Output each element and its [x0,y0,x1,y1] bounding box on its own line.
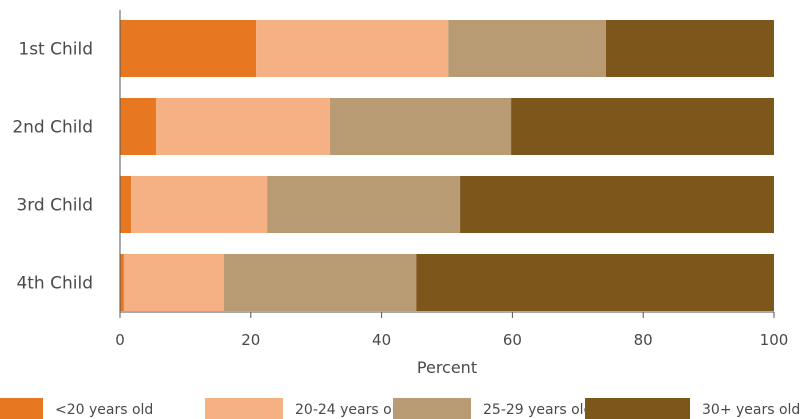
x-axis-label: Percent [417,358,477,377]
x-tick-label: 80 [634,331,653,349]
x-tick-label: 20 [241,331,260,349]
bar-segment-4-3 [223,254,417,311]
bar-segment-4-1 [120,254,124,311]
legend-label: 25-29 years old [483,402,592,418]
bar-segment-3-1 [120,176,132,233]
legend-swatch [0,398,43,419]
bar-segment-2-2 [155,98,330,155]
bar-segment-2-3 [329,98,512,155]
bar-segment-1-4 [605,20,774,77]
bar-segment-1-3 [448,20,606,77]
legend: <20 years old 20-24 years old 25-29 years … [0,398,800,419]
legend-swatch [205,398,283,419]
x-tick-label: 0 [115,331,125,349]
bars-layer [120,20,774,311]
bar-segment-1-1 [120,20,257,77]
bar-segment-2-1 [120,98,156,155]
bar-segment-1-2 [256,20,449,77]
x-tick-labels: 0 20 40 60 80 100 [115,312,788,349]
legend-swatch [393,398,471,419]
bar-segment-3-4 [460,176,774,233]
bar-segment-4-4 [416,254,774,311]
category-label: 3rd Child [16,196,93,216]
category-label: 4th Child [16,274,93,294]
category-label: 1st Child [18,40,93,60]
category-labels: 1st Child 2nd Child 3rd Child 4th Child [12,40,93,294]
x-tick-label: 40 [372,331,391,349]
x-tick-label: 100 [760,331,789,349]
legend-label: <20 years old [55,402,153,418]
legend-label: 30+ years old [702,402,800,418]
legend-label: 20-24 years old [295,402,404,418]
bar-segment-3-3 [267,176,461,233]
category-label: 2nd Child [12,118,93,138]
bar-segment-4-2 [123,254,224,311]
legend-swatch [585,398,690,419]
bar-segment-3-2 [131,176,268,233]
x-tick-label: 60 [503,331,522,349]
bar-segment-2-4 [511,98,774,155]
axes-layer [119,10,774,313]
